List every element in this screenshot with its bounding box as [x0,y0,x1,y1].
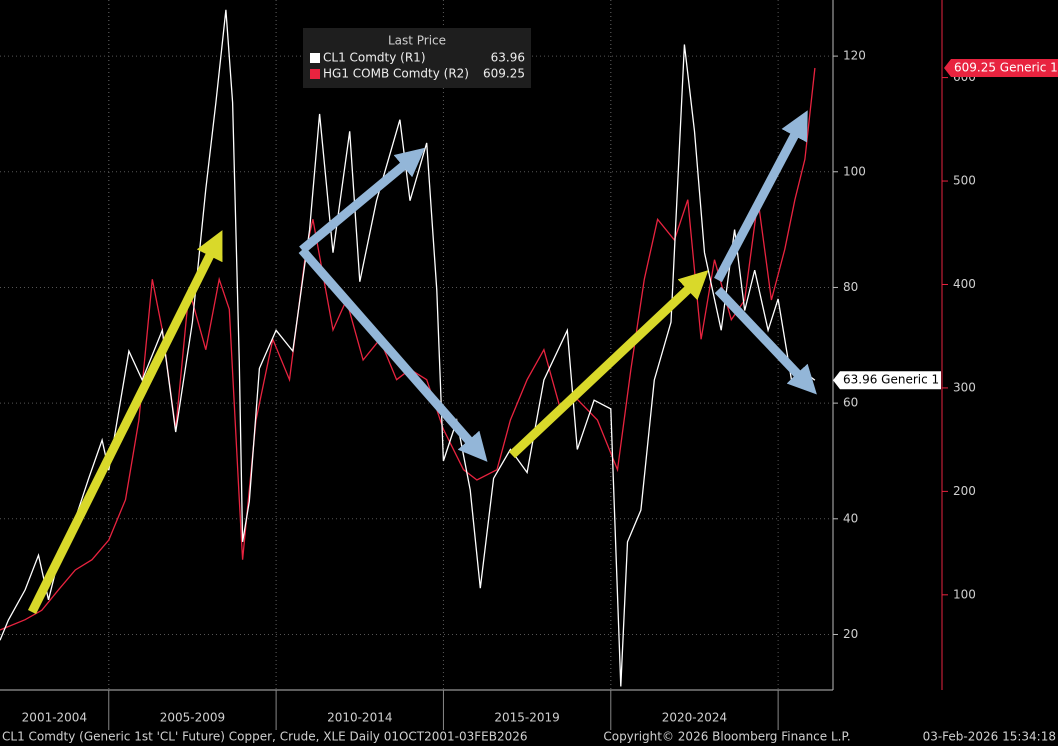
y2-tick-label: 500 [953,174,976,188]
series-line [0,67,816,631]
y2-tick-label: 200 [953,484,976,498]
legend-label: CL1 Comdty (R1) [323,51,426,65]
y-tick-label: 100 [843,164,866,178]
y-tick-label: 20 [843,627,858,641]
grid [0,0,830,690]
x-period-label: 2010-2014 [327,711,392,725]
footer-copyright: Copyright© 2026 Bloomberg Finance L.P. [603,730,850,744]
y-tick-label: 80 [843,280,858,294]
annotation-arrows [27,110,817,615]
legend-label: HG1 COMB Comdty (R2) [323,67,469,81]
y-tick-label: 40 [843,511,858,525]
footer-source: CL1 Comdty (Generic 1st 'CL' Future) Cop… [2,730,528,744]
series-line [0,9,816,687]
legend-title: Last Price [388,34,446,48]
legend-value: 609.25 [483,67,525,81]
footer-timestamp: 03-Feb-2026 15:34:18 [923,730,1056,744]
legend-swatch [310,69,320,79]
price-tag [833,371,941,390]
price-tag-label: 609.25 Generic 1 [954,61,1058,75]
x-period-label: 2015-2019 [494,711,559,725]
trend-arrow [299,147,426,254]
trend-arrow [27,230,223,615]
x-period-label: 2005-2009 [160,711,225,725]
legend-box [303,28,531,88]
trend-arrow [714,110,808,283]
x-period-label: 2001-2004 [22,711,87,725]
price-tag-label: 63.96 Generic 1 [843,373,939,387]
trend-arrow [508,270,709,459]
trend-arrow [714,286,817,395]
y2-tick-label: 400 [953,277,976,291]
legend-value: 63.96 [491,51,525,65]
y2-tick-label: 100 [953,587,976,601]
y-tick-label: 120 [843,49,866,63]
trend-arrow [298,247,488,462]
series [0,9,816,687]
x-period-label: 2020-2024 [662,711,727,725]
price-tag [944,59,1058,78]
legend: Last Price CL1 Comdty (R1) 63.96 HG1 COMB … [303,28,531,88]
legend-entries: CL1 Comdty (R1) 63.96 HG1 COMB Comdty (R2)… [310,51,525,81]
y-tick-label: 60 [843,396,858,410]
y2-tick-label: 300 [953,380,976,394]
legend-swatch [310,53,320,63]
axes: 204060801001201002003004005006002001-200… [22,49,1058,730]
